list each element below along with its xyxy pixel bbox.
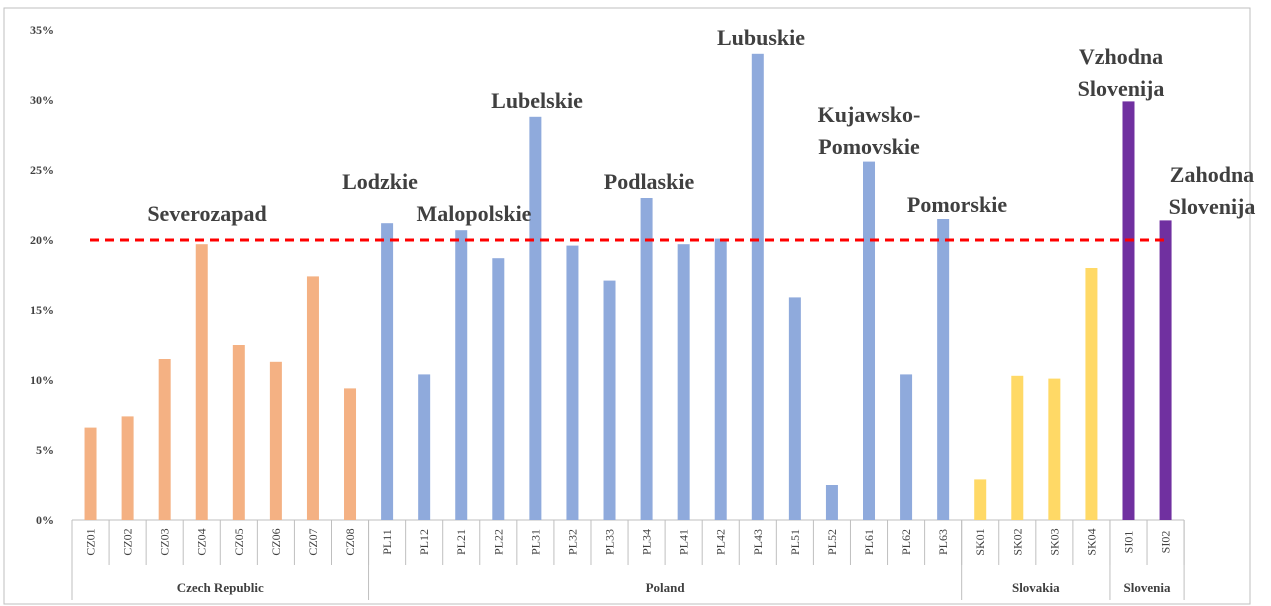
- x-tick-label: PL61: [862, 529, 876, 555]
- group-label: Slovakia: [1012, 580, 1060, 595]
- x-tick-label: PL62: [899, 529, 913, 555]
- bar: [863, 161, 876, 520]
- y-tick-label: 10%: [30, 373, 54, 387]
- x-tick-label: SK04: [1084, 528, 1098, 555]
- bar: [529, 116, 542, 521]
- x-tick-label: CZ05: [232, 528, 246, 555]
- x-tick-label: PL51: [788, 529, 802, 555]
- bar: [195, 244, 208, 520]
- annotation: Pomovskie: [818, 134, 920, 159]
- bar: [306, 276, 319, 520]
- annotation: Severozapad: [147, 201, 266, 226]
- bar: [269, 361, 282, 520]
- bar: [1048, 378, 1061, 520]
- bar: [455, 230, 468, 520]
- y-tick-label: 5%: [36, 443, 54, 457]
- bar: [566, 245, 579, 520]
- x-tick-label: PL31: [528, 529, 542, 555]
- annotation: Malopolskie: [417, 201, 532, 226]
- bar: [1011, 375, 1024, 520]
- bar: [344, 388, 357, 520]
- bar: [640, 198, 653, 520]
- bar: [1159, 220, 1172, 520]
- bar: [1085, 268, 1098, 520]
- bar: [381, 223, 394, 520]
- bar: [84, 427, 97, 520]
- x-tick-label: SK01: [973, 528, 987, 555]
- x-tick-label: CZ02: [121, 528, 135, 555]
- y-tick-label: 35%: [30, 23, 54, 37]
- bar: [974, 479, 987, 520]
- annotation: Podlaskie: [604, 169, 695, 194]
- x-tick-label: PL33: [603, 529, 617, 555]
- x-tick-label: PL63: [936, 529, 950, 555]
- y-tick-label: 15%: [30, 303, 54, 317]
- bar: [751, 53, 764, 521]
- x-tick-label: SK02: [1010, 528, 1024, 555]
- x-tick-label: PL12: [417, 529, 431, 555]
- x-tick-label: SI01: [1121, 531, 1135, 554]
- y-tick-label: 20%: [30, 233, 54, 247]
- y-tick-label: 0%: [36, 513, 54, 527]
- annotation: Zahodna: [1170, 162, 1254, 187]
- x-tick-label: CZ06: [269, 528, 283, 555]
- bar: [900, 374, 913, 520]
- annotation: Vzhodna: [1079, 44, 1163, 69]
- bar: [418, 374, 431, 520]
- bar: [825, 485, 838, 520]
- annotation: Lodzkie: [342, 169, 418, 194]
- bar: [232, 345, 245, 520]
- bar: [158, 359, 171, 520]
- bar: [492, 258, 505, 520]
- x-tick-label: CZ07: [306, 528, 320, 555]
- bar: [121, 416, 134, 520]
- x-tick-label: PL11: [380, 529, 394, 555]
- group-label: Czech Republic: [177, 580, 264, 595]
- group-label: Slovenia: [1124, 580, 1171, 595]
- x-tick-label: PL22: [491, 529, 505, 555]
- x-tick-label: CZ04: [195, 528, 209, 555]
- annotation: Lubelskie: [491, 88, 583, 113]
- bar: [714, 238, 727, 520]
- y-tick-label: 25%: [30, 163, 54, 177]
- y-tick-label: 30%: [30, 93, 54, 107]
- bar: [677, 244, 690, 520]
- annotation: Pomorskie: [907, 192, 1007, 217]
- x-tick-label: CZ01: [84, 528, 98, 555]
- annotation: Slovenija: [1169, 194, 1256, 219]
- x-tick-label: CZ03: [158, 528, 172, 555]
- x-tick-label: PL32: [565, 529, 579, 555]
- x-tick-label: PL42: [714, 529, 728, 555]
- bar: [603, 280, 616, 520]
- bar: [788, 297, 801, 520]
- x-tick-label: PL34: [640, 529, 654, 555]
- group-label: Poland: [646, 580, 686, 595]
- bar: [937, 219, 950, 520]
- chart-border: [3, 7, 1251, 605]
- x-tick-label: PL52: [825, 529, 839, 555]
- x-tick-label: PL21: [454, 529, 468, 555]
- x-tick-label: SI02: [1159, 531, 1173, 554]
- bar: [1122, 101, 1135, 521]
- x-tick-label: SK03: [1047, 528, 1061, 555]
- x-tick-label: CZ08: [343, 528, 357, 555]
- annotation: Lubuskie: [717, 25, 805, 50]
- annotation: Kujawsko-: [818, 102, 921, 127]
- x-tick-label: PL43: [751, 529, 765, 555]
- x-tick-label: PL41: [677, 529, 691, 555]
- annotation: Slovenija: [1078, 76, 1165, 101]
